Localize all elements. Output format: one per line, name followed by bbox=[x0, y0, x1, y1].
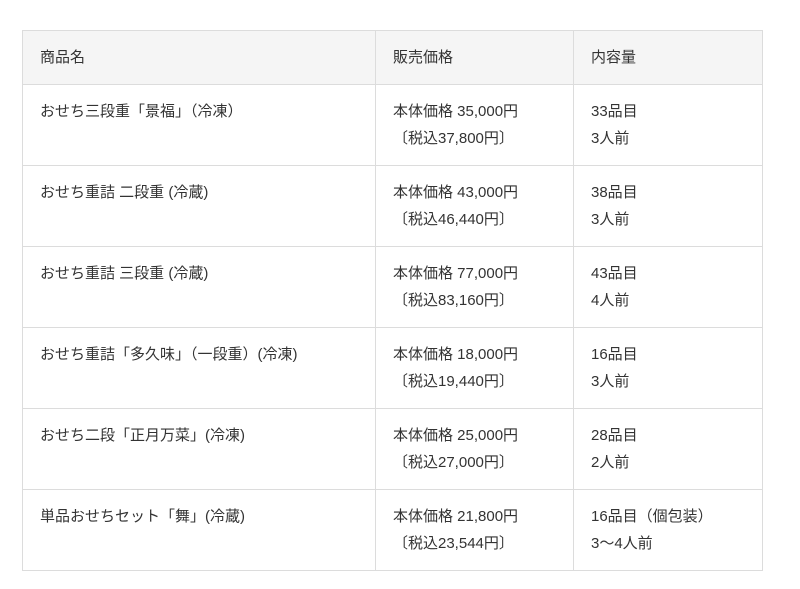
column-header-price: 販売価格 bbox=[375, 30, 574, 85]
price-base: 本体価格 25,000円 bbox=[393, 427, 519, 444]
table-header: 商品名 販売価格 内容量 bbox=[22, 30, 763, 85]
price-tax-included: 〔税込19,440円〕 bbox=[393, 373, 514, 390]
product-name-cell: おせち重詰 三段重 (冷蔵) bbox=[22, 246, 376, 328]
price-tax-included: 〔税込37,800円〕 bbox=[393, 130, 514, 147]
price-base: 本体価格 18,000円 bbox=[393, 346, 519, 363]
price-cell: 本体価格 77,000円 〔税込83,160円〕 bbox=[375, 246, 574, 328]
product-name: おせち重詰 二段重 (冷蔵) bbox=[40, 184, 209, 201]
contents-cell: 33品目 3人前 bbox=[573, 84, 763, 166]
product-name-cell: おせち重詰「多久味」（一段重）(冷凍) bbox=[22, 327, 376, 409]
product-name: おせち重詰 三段重 (冷蔵) bbox=[40, 265, 209, 282]
table-row: おせち三段重「景福」（冷凍） 本体価格 35,000円 〔税込37,800円〕 … bbox=[22, 84, 763, 166]
price-table: 商品名 販売価格 内容量 おせち三段重「景福」（冷凍） 本体価格 35,000円… bbox=[22, 30, 763, 571]
product-name: おせち三段重「景福」（冷凍） bbox=[40, 103, 243, 120]
contents-item-count: 16品目（個包装） bbox=[591, 508, 713, 525]
product-name-cell: おせち三段重「景福」（冷凍） bbox=[22, 84, 376, 166]
contents-cell: 43品目 4人前 bbox=[573, 246, 763, 328]
contents-cell: 16品目（個包装） 3～4人前 bbox=[573, 489, 763, 571]
product-name-cell: おせち重詰 二段重 (冷蔵) bbox=[22, 165, 376, 247]
price-base: 本体価格 77,000円 bbox=[393, 265, 519, 282]
column-header-contents: 内容量 bbox=[573, 30, 763, 85]
contents-item-count: 28品目 bbox=[591, 427, 638, 444]
product-name-cell: 単品おせちセット「舞」(冷蔵) bbox=[22, 489, 376, 571]
contents-servings: 4人前 bbox=[591, 292, 630, 309]
price-cell: 本体価格 43,000円 〔税込46,440円〕 bbox=[375, 165, 574, 247]
product-name: おせち重詰「多久味」（一段重）(冷凍) bbox=[40, 346, 298, 363]
contents-item-count: 16品目 bbox=[591, 346, 638, 363]
contents-servings: 3～4人前 bbox=[591, 535, 653, 552]
contents-item-count: 43品目 bbox=[591, 265, 638, 282]
contents-item-count: 33品目 bbox=[591, 103, 638, 120]
product-name: 単品おせちセット「舞」(冷蔵) bbox=[40, 508, 245, 525]
contents-servings: 3人前 bbox=[591, 373, 630, 390]
price-tax-included: 〔税込27,000円〕 bbox=[393, 454, 514, 471]
contents-item-count: 38品目 bbox=[591, 184, 638, 201]
price-base: 本体価格 21,800円 bbox=[393, 508, 519, 525]
price-cell: 本体価格 35,000円 〔税込37,800円〕 bbox=[375, 84, 574, 166]
price-cell: 本体価格 25,000円 〔税込27,000円〕 bbox=[375, 408, 574, 490]
product-name-cell: おせち二段「正月万菜」(冷凍) bbox=[22, 408, 376, 490]
table-body: おせち三段重「景福」（冷凍） 本体価格 35,000円 〔税込37,800円〕 … bbox=[22, 84, 763, 571]
column-header-product-name: 商品名 bbox=[22, 30, 376, 85]
table-row: 単品おせちセット「舞」(冷蔵) 本体価格 21,800円 〔税込23,544円〕… bbox=[22, 489, 763, 571]
price-base: 本体価格 43,000円 bbox=[393, 184, 519, 201]
product-name: おせち二段「正月万菜」(冷凍) bbox=[40, 427, 245, 444]
header-row: 商品名 販売価格 内容量 bbox=[22, 30, 763, 85]
contents-cell: 38品目 3人前 bbox=[573, 165, 763, 247]
contents-cell: 16品目 3人前 bbox=[573, 327, 763, 409]
price-tax-included: 〔税込46,440円〕 bbox=[393, 211, 514, 228]
table-row: おせち重詰「多久味」（一段重）(冷凍) 本体価格 18,000円 〔税込19,4… bbox=[22, 327, 763, 409]
contents-servings: 3人前 bbox=[591, 211, 630, 228]
table-row: おせち二段「正月万菜」(冷凍) 本体価格 25,000円 〔税込27,000円〕… bbox=[22, 408, 763, 490]
price-tax-included: 〔税込23,544円〕 bbox=[393, 535, 514, 552]
contents-servings: 2人前 bbox=[591, 454, 630, 471]
price-cell: 本体価格 18,000円 〔税込19,440円〕 bbox=[375, 327, 574, 409]
price-tax-included: 〔税込83,160円〕 bbox=[393, 292, 514, 309]
table-row: おせち重詰 三段重 (冷蔵) 本体価格 77,000円 〔税込83,160円〕 … bbox=[22, 246, 763, 328]
contents-servings: 3人前 bbox=[591, 130, 630, 147]
contents-cell: 28品目 2人前 bbox=[573, 408, 763, 490]
price-table-container: 商品名 販売価格 内容量 おせち三段重「景福」（冷凍） 本体価格 35,000円… bbox=[22, 30, 763, 571]
price-cell: 本体価格 21,800円 〔税込23,544円〕 bbox=[375, 489, 574, 571]
table-row: おせち重詰 二段重 (冷蔵) 本体価格 43,000円 〔税込46,440円〕 … bbox=[22, 165, 763, 247]
price-base: 本体価格 35,000円 bbox=[393, 103, 519, 120]
